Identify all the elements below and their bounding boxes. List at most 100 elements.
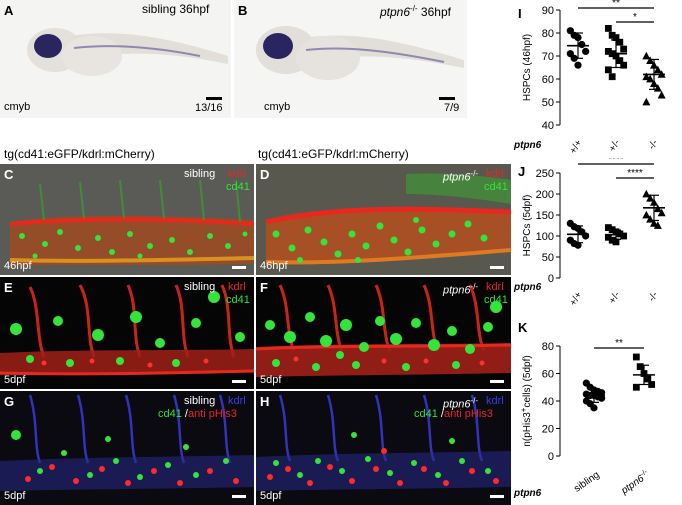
panel-a-probe: cmyb	[4, 101, 31, 113]
y-axis-label: n(pHis3+cells) (5dpf)	[519, 355, 533, 446]
larva-ish-sibling	[27, 28, 228, 76]
y-tick-label: 80	[542, 341, 554, 353]
panel-b-image	[234, 0, 467, 118]
data-point	[620, 45, 628, 53]
scale-bar	[232, 266, 246, 269]
scale-bar	[232, 495, 246, 498]
x-tick-label: +/+	[568, 290, 585, 308]
panel-e-genotype: sibling	[184, 281, 216, 293]
panel-e-stage: 5dpf	[4, 374, 26, 386]
data-point	[590, 404, 598, 412]
y-tick-label: 60	[542, 369, 554, 381]
y-tick-label: 70	[542, 51, 554, 63]
data-point	[646, 74, 655, 83]
y-tick-label: 200	[536, 189, 554, 201]
panel-f-gene: ptpn6	[443, 284, 471, 297]
scale-bar	[206, 97, 222, 100]
y-tick-label: 100	[536, 231, 554, 243]
panel-c-letter: C	[4, 167, 14, 182]
y-tick-label: 80	[542, 28, 554, 40]
y-tick-label: 250	[536, 168, 554, 180]
y-tick-label: 60	[542, 74, 554, 86]
data-point	[642, 51, 651, 60]
confocal-phis3-mutant	[256, 394, 511, 491]
chart-i: I 40 50 60 70 80 90 HSPCs (46hpf) +/+ +/- -/- ptpn6…	[513, 0, 666, 156]
panel-f-marker-kdrl: kdrl	[486, 281, 504, 293]
panel-h-gene-sup: -/-	[470, 396, 479, 405]
data-point	[620, 232, 628, 240]
panel-b-gene: ptpn6	[380, 5, 411, 19]
panel-d-genotype: ptpn6-/-	[443, 168, 478, 184]
data-point	[608, 31, 616, 39]
panel-b-stage: 36hpf	[417, 5, 451, 19]
data-point	[604, 224, 612, 231]
confocal-5dpf-sibling	[0, 284, 254, 376]
panel-c-stage: 46hpf	[4, 260, 32, 272]
panel-f-stage: 5dpf	[260, 374, 282, 386]
data-point	[574, 241, 582, 249]
chart-k: K 0 20 40 60 80 n(pHis3+cells) (5dpf) sibling pt…	[513, 320, 656, 499]
data-point	[642, 210, 651, 219]
panel-h-stage: 5dpf	[260, 490, 282, 502]
data-point	[616, 230, 624, 238]
data-point	[604, 66, 612, 74]
panel-h-image	[256, 391, 511, 505]
panel-b-ratio: 7/9	[444, 102, 460, 114]
chart-letter: K	[518, 320, 528, 335]
y-axis-label: HSPCs (5dpf)	[522, 195, 533, 257]
significance-label: *	[633, 12, 637, 23]
significance-label: **	[615, 338, 623, 349]
scale-bar	[232, 380, 246, 383]
panel-a-letter: A	[4, 3, 14, 18]
panel-b-probe: cmyb	[264, 101, 291, 113]
panel-d-stage: 46hpf	[260, 260, 288, 272]
panel-e-marker-cd41: cd41	[226, 294, 250, 306]
group-label: ptpn6	[513, 488, 542, 499]
panel-d-marker-kdrl: kdrl	[486, 168, 504, 180]
data-point	[653, 221, 662, 229]
x-tick-label: -/-	[646, 290, 660, 304]
row-title-left: tg(cd41:eGFP/kdrl:mCherry)	[4, 147, 155, 161]
confocal-5dpf-mutant	[256, 284, 511, 377]
x-tick-label: +/-	[607, 138, 623, 154]
significance-label: ****	[627, 168, 643, 179]
scale-bar	[439, 97, 455, 100]
data-point	[632, 383, 640, 391]
panel-g-markers-line: cd41 /anti pHis3	[158, 408, 237, 420]
panel-d-letter: D	[260, 167, 270, 182]
panel-e-image	[0, 277, 254, 389]
data-point	[642, 189, 651, 198]
scale-bar	[490, 380, 504, 383]
data-point	[648, 381, 656, 388]
x-tick-label: +/+	[568, 138, 585, 156]
panel-c-marker-cd41: cd41	[226, 181, 250, 193]
x-tick-label: sibling	[572, 469, 602, 494]
y-tick-label: 90	[542, 5, 554, 17]
chart-j: J 0 50 100 150 200 250 HSPCs (5dpf) +/+ +/- -/- ptp…	[513, 158, 666, 308]
panel-f-marker-cd41: cd41	[484, 294, 508, 306]
confocal-46hpf-mutant	[265, 173, 511, 265]
y-tick-label: 50	[542, 252, 554, 264]
larva-ish-mutant	[256, 26, 464, 80]
data-point	[598, 394, 606, 402]
y-axis-label: HSPCs (46hpf)	[522, 34, 533, 101]
panel-f-gene-sup: -/-	[470, 282, 479, 291]
panel-c-image	[0, 164, 254, 275]
group-label: ptpn6	[513, 282, 542, 293]
panel-g-slash: /	[184, 408, 188, 420]
significance-label: ****	[608, 158, 624, 165]
panel-h-marker-phis3: anti pHis3	[443, 408, 493, 420]
panel-e-marker-kdrl: kdrl	[228, 281, 246, 293]
panel-c-marker-kdrl: kdrl	[228, 168, 246, 180]
panel-f-letter: F	[260, 280, 268, 295]
panel-e-letter: E	[4, 280, 13, 295]
group-label: ptpn6	[513, 140, 542, 151]
panel-f-genotype: ptpn6-/-	[443, 281, 478, 297]
panel-d-gene: ptpn6	[443, 171, 471, 184]
panel-g-stage: 5dpf	[4, 490, 26, 502]
y-tick-label: 40	[542, 120, 554, 132]
panel-g-marker-phis3: anti pHis3	[187, 408, 237, 420]
y-tick-label: 20	[542, 424, 554, 436]
panel-h-marker-kdrl: kdrl	[486, 395, 504, 407]
data-point	[646, 194, 655, 202]
